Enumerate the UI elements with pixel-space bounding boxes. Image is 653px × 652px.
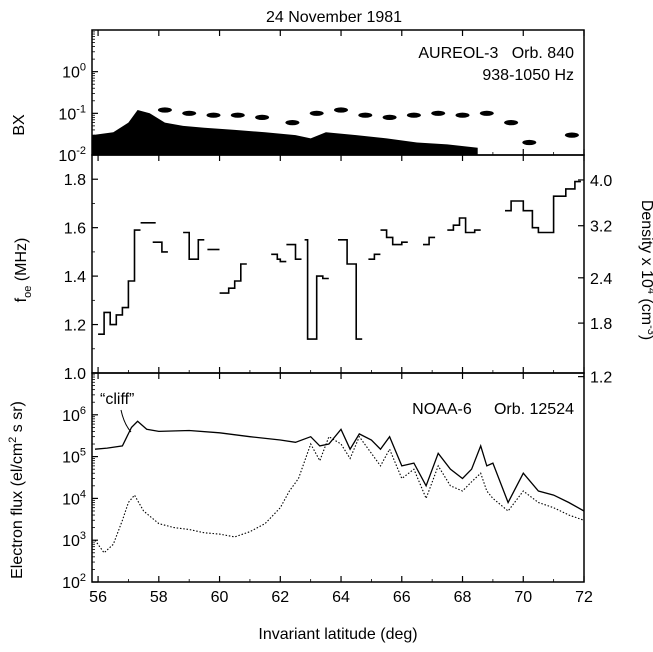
density-ylabel-sup2: -3	[645, 325, 653, 335]
flux-ytick-label: 103	[62, 530, 86, 550]
flux-annotation: NOAA-6 Orb. 12524	[412, 401, 574, 418]
foe-ytick-label: 1.4	[64, 269, 86, 286]
flux-series-solid	[94, 420, 585, 512]
bx-patch	[431, 110, 446, 116]
bx-patch	[504, 120, 519, 126]
x-tick-label: 66	[393, 589, 411, 606]
x-tick-label: 58	[150, 589, 168, 606]
foe-ylabel-sub: oe	[22, 286, 34, 298]
bx-fill	[92, 107, 579, 155]
flux-ytick-label: 102	[62, 572, 86, 592]
foe-step-segment	[304, 239, 329, 340]
foe-step-segment	[380, 229, 408, 246]
foe-step-segment	[338, 239, 363, 340]
bx-annotation-line1: AUREOL-3 Orb. 840	[418, 45, 574, 62]
bx-patch	[309, 110, 324, 116]
figure-title: 24 November 1981	[266, 9, 402, 26]
bx-patch	[255, 114, 270, 120]
foe-frame	[91, 154, 585, 374]
x-axis-label: Invariant latitude (deg)	[258, 626, 417, 643]
x-tick-label: 62	[271, 589, 289, 606]
bx-patch	[564, 132, 579, 138]
flux-ylabel-rest: s sr)	[9, 401, 26, 437]
cliff-callout: “cliff”	[100, 391, 134, 408]
flux-ytick-label: 106	[62, 405, 86, 425]
density-ylabel: Density x 104 (cm-3)	[638, 200, 653, 340]
foe-step-segment	[286, 243, 302, 260]
flux-lines	[94, 420, 585, 554]
bx-patch	[382, 114, 397, 120]
bx-patch	[522, 139, 537, 146]
flux-ylabel-sup: 2	[7, 437, 19, 443]
flux-yticks: 106 105 104 103 102	[62, 374, 98, 592]
foe-ytick-label: 1.6	[64, 221, 86, 238]
foe-ylabel-rest: (MHz)	[13, 238, 30, 286]
density-ylabel-sup1: 4	[645, 288, 653, 294]
foe-step-segment	[505, 180, 581, 234]
x-tick-label: 64	[332, 589, 350, 606]
x-tick-label: 60	[211, 589, 229, 606]
flux-ylabel-main: Electron flux (el/cm	[9, 443, 26, 579]
x-tick-label: 72	[575, 589, 593, 606]
bx-ytick-label: 10-1	[58, 103, 86, 123]
foe-ytick-label: 1.2	[64, 318, 86, 335]
bx-patch	[334, 107, 348, 113]
foe-ytick-label: 1.0	[64, 366, 86, 383]
bx-patch	[182, 110, 197, 116]
bx-patch	[206, 112, 221, 118]
bx-annotation-line2: 938-1050 Hz	[482, 67, 574, 84]
foe-step-segment	[423, 236, 436, 246]
x-tick-label: 56	[89, 589, 107, 606]
foe-ylabel: foe (MHz)	[13, 238, 34, 303]
flux-ytick-label: 105	[62, 447, 86, 467]
x-tick-label: 70	[514, 589, 532, 606]
density-ytick-label: 2.4	[590, 271, 612, 288]
bx-yticks: 100 10-1 10-2	[58, 31, 98, 165]
foe-step-segment	[368, 253, 381, 260]
density-yticks: 1.2 1.8 2.4 3.2 4.0	[578, 173, 612, 387]
panel-bx: 100 10-1 10-2 AUREOL-3 Orb. 840 938-1050 H…	[11, 29, 585, 165]
panel-flux: 106 105 104 103 102 56 58 60 62 64 66 68 70 72 NOAA-…	[7, 30, 593, 606]
density-ylabel-end: )	[638, 335, 653, 340]
foe-step-segment	[219, 263, 247, 294]
bx-area	[92, 110, 478, 155]
bx-ylabel: BX	[11, 114, 28, 136]
density-ytick-label: 3.2	[590, 219, 612, 236]
foe-step-segment	[98, 229, 141, 335]
x-tick-label: 68	[454, 589, 472, 606]
foe-step-segment	[447, 217, 481, 234]
foe-step-segment	[152, 241, 168, 253]
flux-frame	[91, 372, 585, 583]
bx-patch	[157, 107, 172, 113]
flux-ylabel: Electron flux (el/cm2 s sr)	[7, 401, 26, 579]
bx-patch	[455, 112, 470, 118]
flux-series-dotted	[94, 435, 585, 554]
cliff-callout-arrow	[120, 409, 132, 433]
foe-yticks: 1.0 1.2 1.4 1.6 1.8	[64, 172, 98, 383]
flux-ytick-label: 104	[62, 488, 86, 508]
bx-ytick-label: 10-2	[58, 145, 86, 165]
density-ytick-label: 4.0	[590, 173, 612, 190]
density-ytick-label: 1.8	[590, 316, 612, 333]
foe-step-segment	[271, 253, 287, 263]
bx-patch	[285, 120, 300, 126]
foe-ytick-label: 1.8	[64, 172, 86, 189]
x-ticks: 56 58 60 62 64 66 68 70 72	[89, 30, 593, 606]
density-ylabel-main: Density x 10	[638, 200, 653, 288]
density-ylabel-mid: (cm	[638, 294, 653, 325]
bx-patch	[358, 112, 373, 118]
foe-steps	[98, 180, 581, 340]
bx-patch	[230, 112, 245, 118]
density-ytick-label: 1.2	[590, 370, 612, 387]
bx-patch	[406, 112, 421, 118]
foe-ylabel-main: f	[13, 297, 30, 302]
panel-foe: 1.0 1.2 1.4 1.6 1.8 1.2 1.8 2.4 3.2 4.0 foe (MHz…	[13, 154, 653, 387]
bx-patch	[479, 110, 494, 116]
foe-step-segment	[183, 231, 205, 260]
bx-ytick-label: 100	[62, 62, 86, 82]
